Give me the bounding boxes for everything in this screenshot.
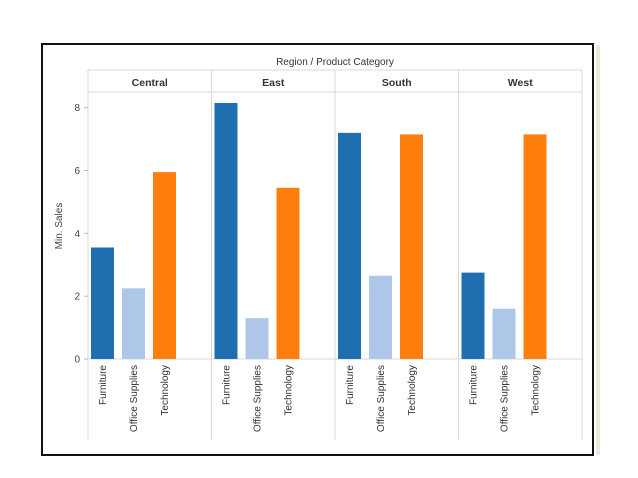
chart-frame (41, 43, 594, 456)
bar-east-technology (276, 187, 300, 359)
category-label: Office Supplies (253, 365, 264, 432)
right-edge-strip (596, 45, 600, 455)
bar-central-office-supplies (122, 288, 145, 359)
category-label: Technology (407, 365, 418, 416)
category-label: Technology (160, 365, 171, 416)
region-label: South (382, 77, 412, 89)
y-tick-label: 6 (74, 166, 80, 177)
y-axis-label: Min. Sales (54, 203, 65, 250)
header-title: Region / Product Category (276, 57, 394, 68)
category-label: Office Supplies (129, 365, 140, 432)
bar-south-furniture (338, 132, 361, 359)
category-label: Furniture (222, 365, 233, 405)
category-label: Furniture (469, 365, 480, 405)
bar-west-technology (523, 134, 547, 359)
bar-south-technology (400, 134, 423, 359)
bar-east-office-supplies (245, 318, 269, 359)
y-tick-label: 4 (74, 229, 80, 240)
bar-west-furniture (461, 272, 485, 359)
y-tick-label: 2 (74, 292, 80, 303)
bar-south-office-supplies (369, 275, 392, 359)
y-tick-label: 8 (74, 103, 80, 114)
category-label: Technology (284, 365, 295, 416)
category-label: Furniture (345, 365, 356, 405)
category-label: Technology (531, 365, 542, 416)
region-label: Central (132, 77, 168, 89)
bar-west-office-supplies (492, 308, 516, 359)
region-label: West (508, 77, 533, 89)
y-tick-label: 0 (74, 355, 80, 366)
category-label: Office Supplies (500, 365, 511, 432)
category-label: Office Supplies (376, 365, 387, 432)
bar-central-technology (153, 172, 176, 359)
bar-central-furniture (91, 247, 114, 359)
bar-east-furniture (214, 102, 238, 360)
category-label: Furniture (98, 365, 109, 405)
region-label: East (262, 77, 285, 89)
